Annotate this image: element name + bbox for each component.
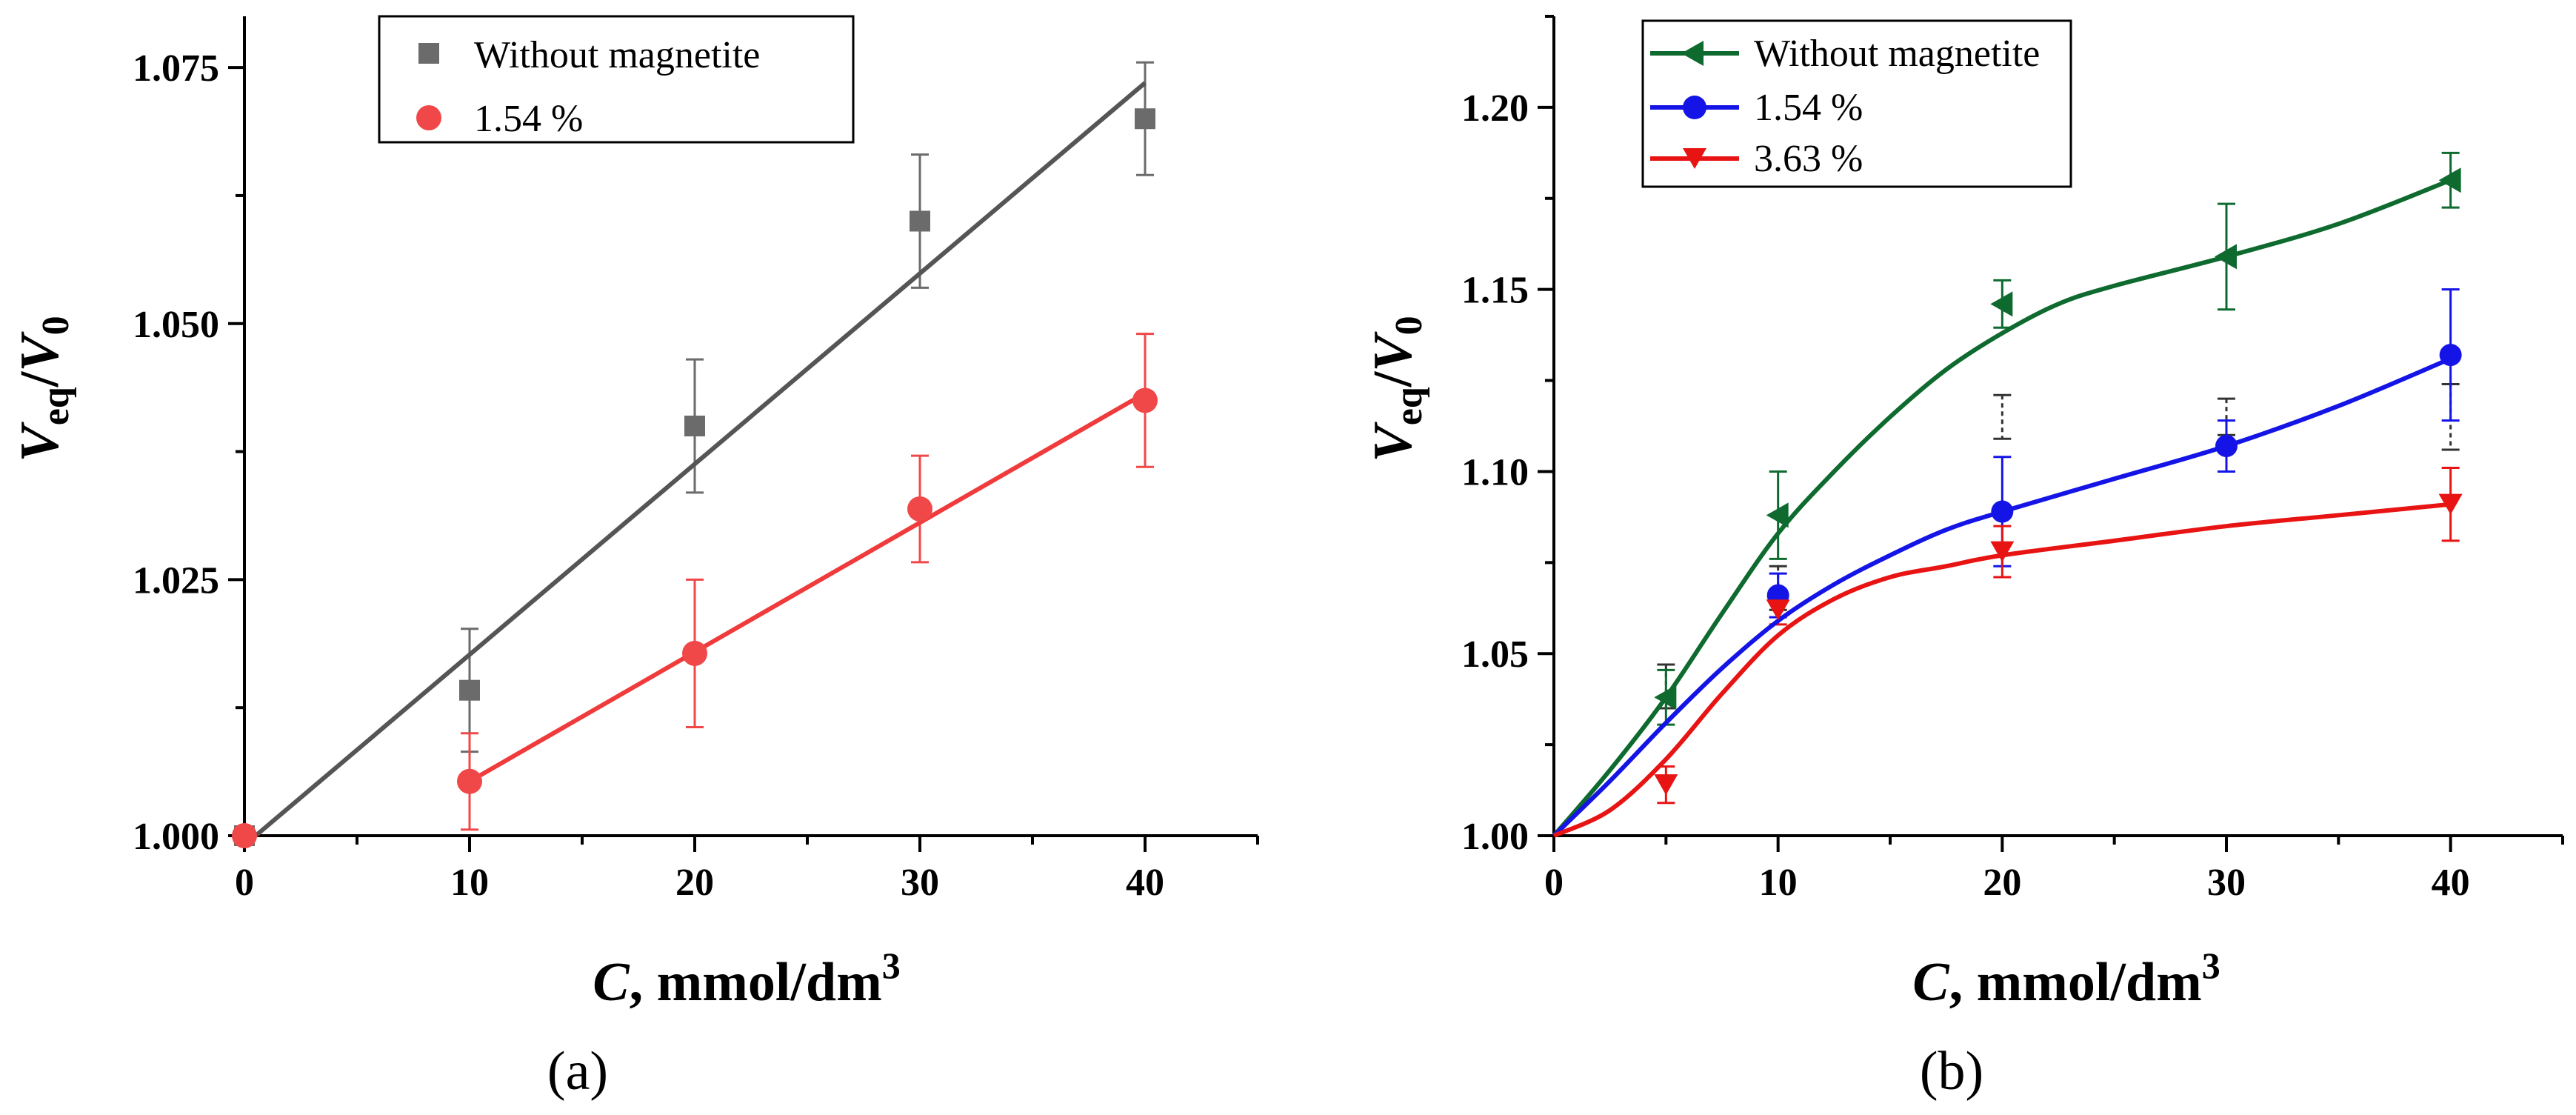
panel-a-points xyxy=(232,108,1158,848)
panel-b-axes xyxy=(1538,15,2564,852)
x-tick-label: 30 xyxy=(2207,862,2246,904)
data-point-circle xyxy=(2215,435,2238,458)
y-tick-label: 1.050 xyxy=(133,304,219,346)
data-point-square xyxy=(910,210,930,232)
y-tick-label: 1.15 xyxy=(1461,270,1529,312)
data-point-circle xyxy=(1991,500,2014,523)
panel-b-tick-labels: 0 10 20 30 40 1.00 1.05 1.10 1.15 1.20 xyxy=(1461,87,2470,904)
data-point-circle xyxy=(1132,387,1158,413)
panel-a-error-bars xyxy=(461,61,1154,831)
data-point-triangle-left xyxy=(2215,244,2237,270)
panel-b: 0 10 20 30 40 1.00 1.05 1.10 1.15 1.20 Without ma… xyxy=(1363,15,2564,1102)
data-point-triangle-down xyxy=(1990,541,2015,562)
panel-a-fit-lines xyxy=(254,81,1147,838)
panel-b-legend: Without magnetite 1.54 % 3.63 % xyxy=(1641,19,2072,188)
data-point-square xyxy=(684,416,705,436)
panel-a-legend: Without magnetite 1.54 % xyxy=(378,15,855,144)
x-tick-label: 20 xyxy=(1983,862,2021,904)
legend-label-b-1-54: 1.54 % xyxy=(1754,87,1863,129)
data-point-triangle-left xyxy=(1766,502,1789,528)
legend-label-b-without-magnetite: Without magnetite xyxy=(1754,33,2040,75)
data-point-triangle-down xyxy=(2438,493,2463,515)
x-tick-label: 0 xyxy=(1544,862,1564,904)
data-point-circle xyxy=(907,496,932,522)
panel-a-tick-labels: 0 10 20 30 40 1.000 1.025 1.050 1.075 xyxy=(133,47,1164,904)
data-point-triangle-left xyxy=(1990,291,2013,317)
data-point-circle xyxy=(2439,344,2462,367)
x-tick-label: 40 xyxy=(1126,862,1164,904)
panel-a-label: (a) xyxy=(547,1041,608,1102)
y-tick-label: 1.075 xyxy=(133,47,219,90)
data-point-triangle-down xyxy=(1654,774,1678,796)
legend-triangle-left-marker-icon xyxy=(1681,41,1704,66)
fit-line-series-0 xyxy=(254,81,1147,838)
panel-b-xlabel: C, mmol/dm3 xyxy=(1912,945,2220,1013)
data-point-circle xyxy=(682,640,707,666)
legend-label-without-magnetite: Without magnetite xyxy=(474,34,760,76)
panel-b-label: (b) xyxy=(1920,1041,1983,1102)
x-tick-label: 10 xyxy=(450,862,489,904)
y-tick-label: 1.025 xyxy=(133,559,219,602)
panel-a-xlabel: C, mmol/dm3 xyxy=(593,945,901,1013)
panel-b-points xyxy=(1654,167,2463,796)
data-point-circle xyxy=(232,823,257,848)
data-point-triangle-left xyxy=(1654,685,1677,710)
data-point-circle xyxy=(457,768,482,794)
legend-label-1-54: 1.54 % xyxy=(474,98,583,140)
data-point-square xyxy=(459,679,480,701)
panel-a: 0 10 20 30 40 1.000 1.025 1.050 1.075 Without ma… xyxy=(10,15,1259,1102)
panel-b-ylabel: Veq/V0 xyxy=(1363,316,1430,462)
panel-a-ylabel: Veq/V0 xyxy=(10,316,77,462)
data-point-square xyxy=(1135,108,1155,130)
data-point-triangle-down xyxy=(1766,599,1790,621)
x-tick-label: 10 xyxy=(1759,862,1798,904)
y-tick-label: 1.20 xyxy=(1461,87,1529,130)
y-tick-label: 1.05 xyxy=(1461,633,1529,676)
legend-label-b-3-63: 3.63 % xyxy=(1754,138,1863,180)
y-tick-label: 1.00 xyxy=(1461,816,1529,858)
x-tick-label: 40 xyxy=(2432,862,2470,904)
legend-triangle-down-marker-icon xyxy=(1683,148,1706,169)
panel-b-error-bars xyxy=(1657,151,2460,805)
x-tick-label: 20 xyxy=(675,862,714,904)
fit-line-series-1 xyxy=(468,391,1147,784)
x-tick-label: 30 xyxy=(901,862,939,904)
fit-curve-series-2 xyxy=(1552,502,2451,838)
fit-curve-series-1 xyxy=(1552,356,2452,838)
legend-circle-blue-marker-icon xyxy=(1683,96,1706,119)
legend-circle-marker-icon xyxy=(416,105,441,130)
y-tick-label: 1.000 xyxy=(133,816,219,858)
y-tick-label: 1.10 xyxy=(1461,451,1529,493)
legend-square-marker-icon xyxy=(418,43,439,64)
x-tick-label: 0 xyxy=(235,862,254,904)
data-point-triangle-left xyxy=(2438,167,2461,193)
